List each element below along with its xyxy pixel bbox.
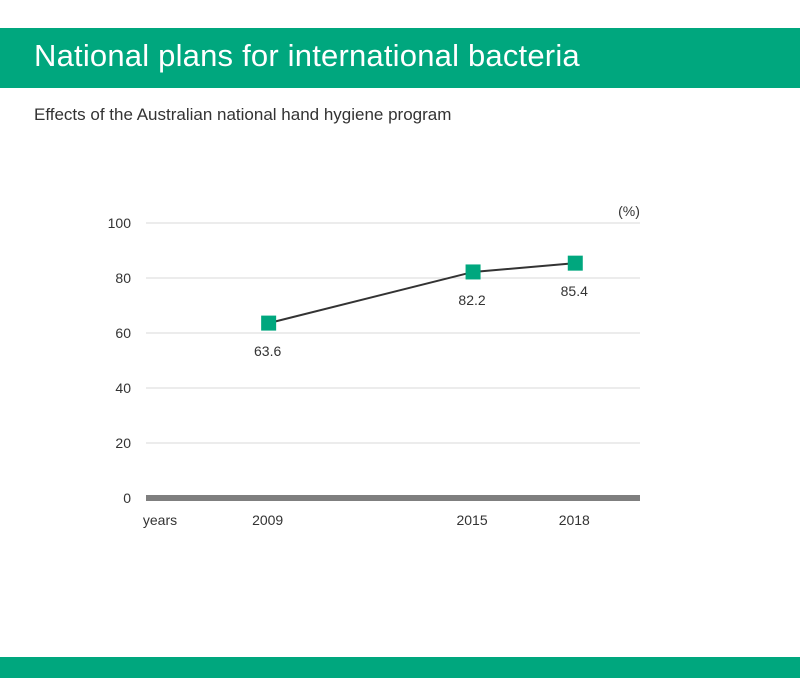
chart-subtitle: Effects of the Australian national hand … <box>34 105 452 124</box>
data-label-2015: 82.2 <box>458 292 485 308</box>
y-tick-label-40: 40 <box>115 380 131 396</box>
x-axis-prefix: years <box>143 512 177 528</box>
x-axis-baseline <box>146 495 640 501</box>
series-line-0 <box>268 262 576 325</box>
data-point-2015 <box>465 264 481 280</box>
axes: 0 20 40 60 80 100 (%) years 2009 2015 2018 <box>108 203 640 528</box>
data-point-2018 <box>567 255 583 271</box>
y-tick-label-100: 100 <box>108 215 132 231</box>
page-title: National plans for international bacteri… <box>34 38 580 73</box>
data-label-2009: 63.6 <box>254 343 281 359</box>
x-tick-label-2015: 2015 <box>456 512 487 528</box>
data-point-2009 <box>261 315 277 331</box>
labels: 63.6 82.2 85.4 <box>254 283 588 359</box>
data-label-2018: 85.4 <box>561 283 588 299</box>
x-tick-label-2018: 2018 <box>559 512 590 528</box>
header-bar <box>0 28 800 88</box>
x-tick-label-2009: 2009 <box>252 512 283 528</box>
y-tick-label-60: 60 <box>115 325 131 341</box>
footer-bar <box>0 657 800 678</box>
gridlines <box>146 222 640 444</box>
series <box>261 255 583 331</box>
y-tick-label-20: 20 <box>115 435 131 451</box>
y-unit-label: (%) <box>618 203 640 219</box>
y-tick-label-0: 0 <box>123 490 131 506</box>
y-tick-label-80: 80 <box>115 270 131 286</box>
